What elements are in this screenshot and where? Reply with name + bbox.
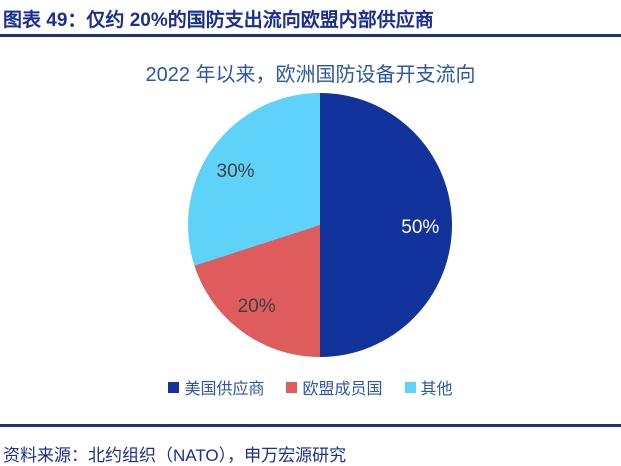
figure-header-title: 图表 49：仅约 20%的国防支出流向欧盟内部供应商: [3, 10, 434, 31]
slice-label: 50%: [401, 216, 440, 238]
slice-label: 20%: [237, 295, 276, 317]
header-divider: [0, 34, 621, 37]
legend-item: 其他: [404, 375, 453, 399]
legend-swatch: [286, 381, 298, 393]
slice-label: 30%: [216, 161, 255, 183]
chart-title: 2022 年以来，欧洲国防设备开支流向: [145, 64, 476, 86]
legend-swatch: [168, 381, 180, 393]
legend-item: 欧盟成员国: [286, 375, 383, 399]
legend-label: 欧盟成员国: [302, 381, 383, 398]
footer-divider: [0, 424, 621, 427]
legend-swatch: [404, 381, 416, 393]
chart-legend: 美国供应商 欧盟成员国 其他: [0, 375, 621, 399]
legend-label: 其他: [420, 381, 453, 398]
source-note: 资料来源：北约组织（NATO），申万宏源研究: [3, 446, 347, 465]
legend-item: 美国供应商: [168, 375, 264, 399]
legend-label: 美国供应商: [184, 381, 265, 398]
pie-chart: 50% 20% 30%: [188, 93, 452, 357]
